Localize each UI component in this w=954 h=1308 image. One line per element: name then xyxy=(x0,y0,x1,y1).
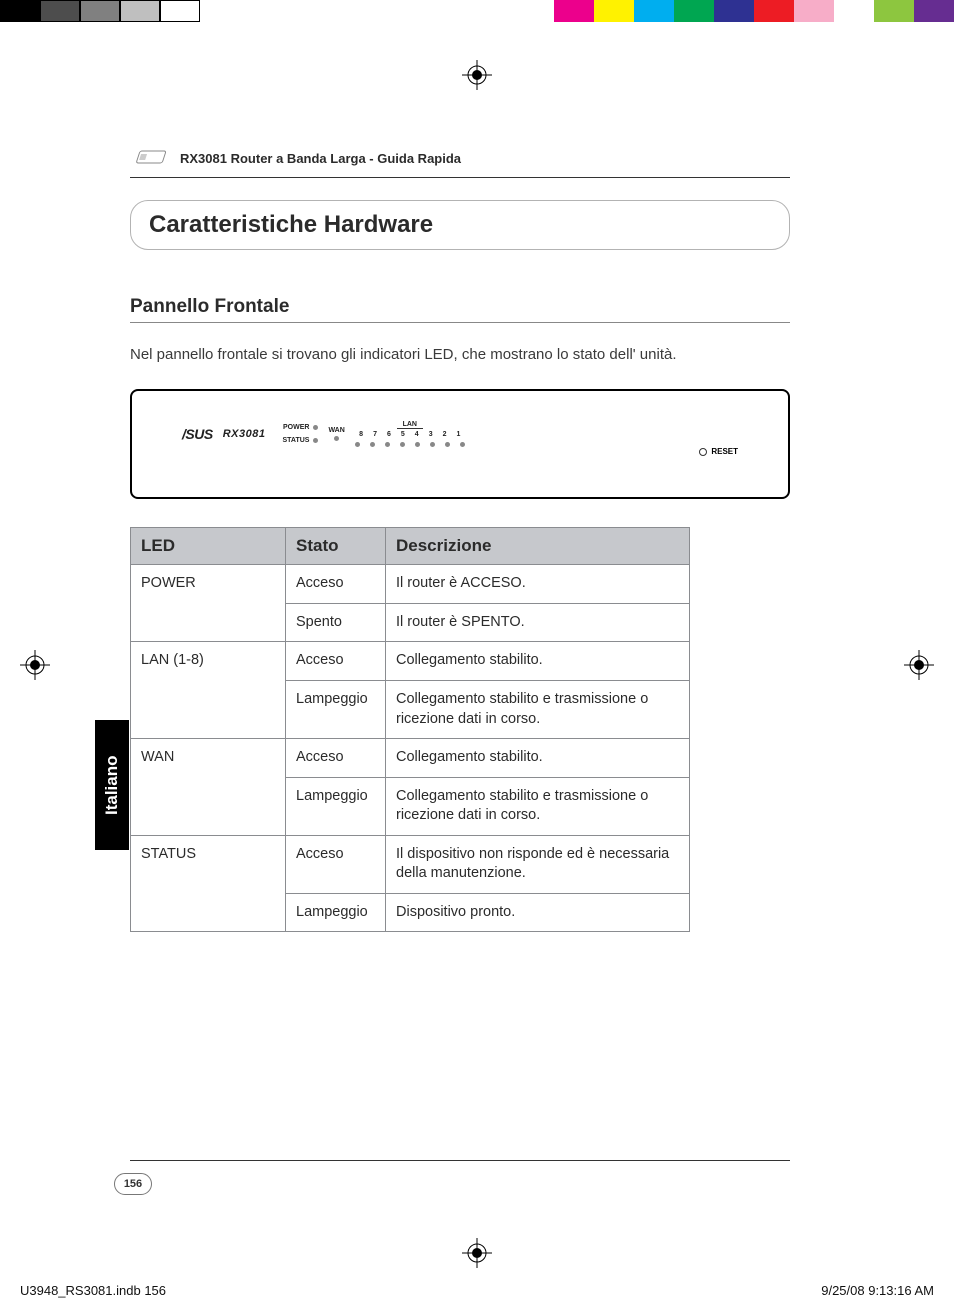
color-swatch xyxy=(874,0,914,22)
section-title: Caratteristiche Hardware xyxy=(149,211,771,239)
led-dot-icon xyxy=(355,442,360,447)
cell-stato: Spento xyxy=(286,603,386,642)
slug-filename: U3948_RS3081.indb 156 xyxy=(20,1283,166,1298)
printer-color-bar xyxy=(0,0,954,22)
cell-stato: Acceso xyxy=(286,739,386,778)
cell-desc: Collegamento stabilito e trasmissione o … xyxy=(386,777,690,835)
cell-desc: Collegamento stabilito. xyxy=(386,739,690,778)
table-row: LAN (1-8)AccesoCollegamento stabilito. xyxy=(131,642,690,681)
registration-mark-icon xyxy=(462,60,492,90)
cell-led: POWER xyxy=(131,565,286,642)
lan-port-number: 2 xyxy=(443,431,447,438)
color-swatch xyxy=(754,0,794,22)
led-dot-icon xyxy=(334,436,339,441)
color-swatch xyxy=(120,0,160,22)
cell-led: LAN (1-8) xyxy=(131,642,286,739)
device-icon xyxy=(130,145,170,171)
lan-port-number: 3 xyxy=(429,431,433,438)
cell-stato: Acceso xyxy=(286,642,386,681)
table-row: WANAccesoCollegamento stabilito. xyxy=(131,739,690,778)
lan-port-number: 6 xyxy=(387,431,391,438)
cell-stato: Lampeggio xyxy=(286,777,386,835)
cell-led: STATUS xyxy=(131,835,286,932)
power-status-leds: POWER STATUS xyxy=(275,424,318,444)
led-dot-icon xyxy=(370,442,375,447)
lan-port-number: 5 xyxy=(401,431,405,438)
color-swatch xyxy=(914,0,954,22)
color-swatch xyxy=(40,0,80,22)
color-swatch xyxy=(554,0,594,22)
intro-text: Nel pannello frontale si trovano gli ind… xyxy=(130,345,790,365)
subsection-heading: Pannello Frontale xyxy=(130,296,790,318)
led-dot-icon xyxy=(385,442,390,447)
brand-logo: /SUS xyxy=(182,426,213,442)
color-swatch xyxy=(0,0,40,22)
slug-timestamp: 9/25/08 9:13:16 AM xyxy=(821,1283,934,1298)
color-swatch xyxy=(80,0,120,22)
color-swatch xyxy=(160,0,200,22)
device-front-panel: /SUS RX3081 POWER STATUS WAN LAN 8 7 6 5 4 3 2… xyxy=(130,389,790,499)
color-swatch xyxy=(594,0,634,22)
power-label: POWER xyxy=(275,424,309,431)
color-swatch xyxy=(634,0,674,22)
print-slug: U3948_RS3081.indb 156 9/25/08 9:13:16 AM xyxy=(20,1283,934,1298)
led-dot-icon xyxy=(400,442,405,447)
wan-block: WAN xyxy=(328,427,344,441)
section-title-box: Caratteristiche Hardware xyxy=(130,200,790,250)
lan-label: LAN xyxy=(397,421,423,429)
registration-mark-icon xyxy=(904,650,934,680)
color-swatch xyxy=(714,0,754,22)
lan-port-number: 7 xyxy=(373,431,377,438)
cell-desc: Collegamento stabilito. xyxy=(386,642,690,681)
cell-desc: Il dispositivo non risponde ed è necessa… xyxy=(386,835,690,893)
reset-label-group: RESET xyxy=(699,447,738,456)
led-dot-icon xyxy=(445,442,450,447)
page-header-title: RX3081 Router a Banda Larga - Guida Rapi… xyxy=(180,151,461,166)
cell-desc: Il router è SPENTO. xyxy=(386,603,690,642)
table-row: STATUSAccesoIl dispositivo non risponde … xyxy=(131,835,690,893)
cell-stato: Acceso xyxy=(286,565,386,604)
page-number: 156 xyxy=(114,1173,152,1195)
cell-stato: Lampeggio xyxy=(286,893,386,932)
divider xyxy=(130,322,790,323)
cell-desc: Collegamento stabilito e trasmissione o … xyxy=(386,680,690,738)
lan-port-number: 4 xyxy=(415,431,419,438)
cell-desc: Il router è ACCESO. xyxy=(386,565,690,604)
reset-label: RESET xyxy=(711,447,738,456)
lan-block: LAN 8 7 6 5 4 3 2 1 xyxy=(355,421,465,447)
color-swatch xyxy=(794,0,834,22)
led-dot-icon xyxy=(415,442,420,447)
led-dot-icon xyxy=(430,442,435,447)
th-led: LED xyxy=(131,528,286,565)
lan-port-number: 1 xyxy=(457,431,461,438)
cell-led: WAN xyxy=(131,739,286,836)
wan-label: WAN xyxy=(328,427,344,434)
color-swatch xyxy=(674,0,714,22)
led-table: LED Stato Descrizione POWERAccesoIl rout… xyxy=(130,527,690,932)
th-desc: Descrizione xyxy=(386,528,690,565)
cell-stato: Lampeggio xyxy=(286,680,386,738)
color-swatch xyxy=(834,0,874,22)
led-dot-icon xyxy=(313,425,318,430)
cell-desc: Dispositivo pronto. xyxy=(386,893,690,932)
status-label: STATUS xyxy=(275,437,309,444)
table-row: POWERAccesoIl router è ACCESO. xyxy=(131,565,690,604)
registration-mark-icon xyxy=(462,1238,492,1268)
led-dot-icon xyxy=(460,442,465,447)
device-model: RX3081 xyxy=(223,428,266,440)
th-stato: Stato xyxy=(286,528,386,565)
lan-port-number: 8 xyxy=(359,431,363,438)
registration-mark-icon xyxy=(20,650,50,680)
page-footer-rule: 156 xyxy=(130,1160,790,1167)
page-header: RX3081 Router a Banda Larga - Guida Rapi… xyxy=(130,145,790,178)
language-tab: Italiano xyxy=(95,720,129,850)
led-dot-icon xyxy=(313,438,318,443)
reset-hole-icon xyxy=(699,448,707,456)
cell-stato: Acceso xyxy=(286,835,386,893)
